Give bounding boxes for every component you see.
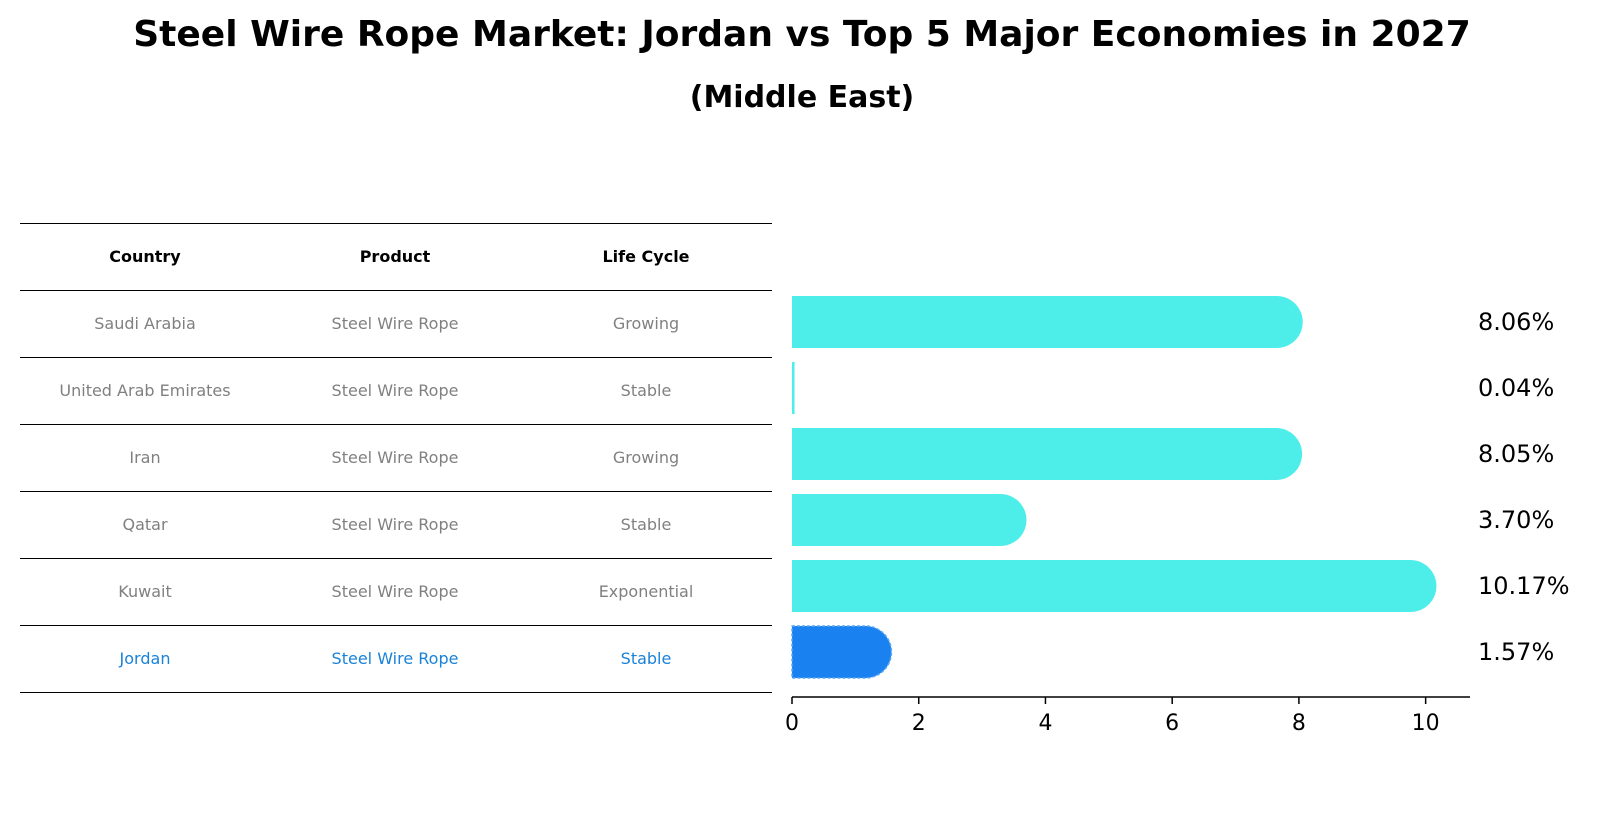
x-tick-label: 10	[1412, 711, 1440, 736]
chart-title: Steel Wire Rope Market: Jordan vs Top 5 …	[133, 14, 1471, 55]
value-label: 3.70%	[1478, 506, 1554, 534]
cell-product: Steel Wire Rope	[331, 314, 459, 333]
header-life-cycle: Life Cycle	[602, 247, 690, 266]
bar-jordan	[791, 625, 893, 679]
data-table: Country Product Life Cycle Saudi Arabia …	[20, 223, 772, 693]
header-country: Country	[109, 247, 181, 266]
table-header-row: Country Product Life Cycle	[20, 223, 772, 290]
x-tick-label: 0	[785, 711, 799, 736]
cell-life-cycle: Exponential	[598, 582, 694, 601]
bar-qatar	[792, 494, 1027, 546]
cell-product: Steel Wire Rope	[331, 582, 459, 601]
x-tick-label: 6	[1165, 711, 1179, 736]
cell-country: Saudi Arabia	[94, 314, 196, 333]
table-row: Saudi Arabia Steel Wire Rope Growing	[20, 290, 772, 357]
x-tick-label: 8	[1292, 711, 1306, 736]
cell-life-cycle: Growing	[612, 448, 680, 467]
cell-country: Qatar	[122, 515, 168, 534]
value-label: 8.06%	[1478, 308, 1554, 336]
cell-life-cycle: Growing	[612, 314, 680, 333]
bar-iran	[792, 428, 1303, 480]
cell-life-cycle: Stable	[620, 381, 672, 400]
x-tick-label: 2	[912, 711, 926, 736]
header-product: Product	[359, 247, 431, 266]
cell-country: Kuwait	[118, 582, 172, 601]
table-row: Iran Steel Wire Rope Growing	[20, 424, 772, 491]
cell-product: Steel Wire Rope	[331, 515, 459, 534]
bar-united-arab-emirates	[792, 362, 795, 414]
x-tick-label: 4	[1038, 711, 1052, 736]
value-label: 0.04%	[1478, 374, 1554, 402]
table-row: United Arab Emirates Steel Wire Rope Sta…	[20, 357, 772, 424]
cell-country: Jordan	[119, 649, 171, 668]
table-row-highlighted: Jordan Steel Wire Rope Stable	[20, 625, 772, 693]
cell-country: United Arab Emirates	[59, 381, 231, 400]
value-label: 8.05%	[1478, 440, 1554, 468]
cell-product: Steel Wire Rope	[331, 649, 459, 668]
cell-country: Iran	[129, 448, 161, 467]
cell-life-cycle: Stable	[620, 515, 672, 534]
bar-saudi-arabia	[792, 296, 1303, 348]
chart-subtitle: (Middle East)	[689, 80, 915, 115]
value-label: 1.57%	[1478, 638, 1554, 666]
cell-product: Steel Wire Rope	[331, 448, 459, 467]
cell-product: Steel Wire Rope	[331, 381, 459, 400]
cell-life-cycle: Stable	[620, 649, 672, 668]
value-label: 10.17%	[1478, 572, 1570, 600]
bar-kuwait	[792, 560, 1437, 612]
table-row: Qatar Steel Wire Rope Stable	[20, 491, 772, 558]
table-row: Kuwait Steel Wire Rope Exponential	[20, 558, 772, 625]
